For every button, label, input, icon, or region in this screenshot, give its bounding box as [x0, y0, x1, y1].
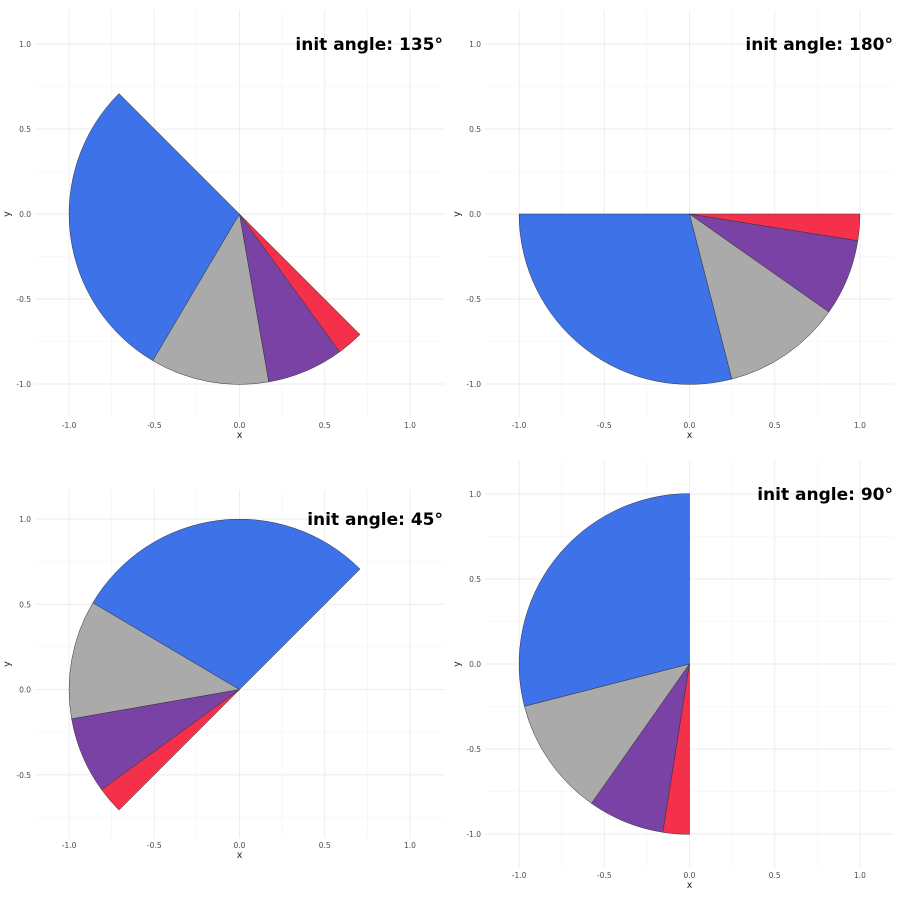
y-tick-label: -0.5 [466, 295, 481, 304]
panel-title: init angle: 45° [307, 510, 443, 530]
panel-init-180: -1.0 -0.5 0.0 0.5 1.0 -1.0 -0.5 0.0 0.5 1.0 init … [452, 10, 894, 441]
pie-slice-2 [524, 663, 690, 804]
pie-slice-1 [518, 493, 690, 707]
y-tick-label: 0.5 [469, 575, 481, 584]
x-tick-label: -0.5 [147, 841, 162, 850]
y-tick-label: -1.0 [16, 380, 31, 389]
pie-slice-4 [101, 689, 240, 811]
y-tick-label: 0.5 [19, 125, 31, 134]
y-tick-label: 0.0 [469, 210, 481, 219]
panel-title: init angle: 135° [295, 35, 443, 55]
pie-slice-1 [518, 213, 733, 385]
y-tick-label: -0.5 [16, 295, 31, 304]
pie-slice-2 [68, 602, 240, 720]
x-tick-label: -0.5 [597, 871, 612, 880]
y-axis-label: y [2, 661, 13, 667]
x-tick-label: 1.0 [854, 421, 866, 430]
panel-title: init angle: 180° [745, 35, 893, 55]
x-tick-label: 0.5 [319, 841, 331, 850]
y-tick-label: 0.5 [19, 600, 31, 609]
x-tick-label: -1.0 [512, 871, 527, 880]
x-tick-label: -0.5 [597, 421, 612, 430]
x-tick-label: -1.0 [512, 421, 527, 430]
x-tick-label: -0.5 [147, 421, 162, 430]
panel-init-90: -1.0 -0.5 0.0 0.5 1.0 -1.0 -0.5 0.0 0.5 1.0 init … [452, 460, 894, 891]
x-tick-label: 1.0 [854, 871, 866, 880]
y-tick-label: 0.0 [19, 210, 31, 219]
pie-slice-4 [662, 663, 690, 835]
pie-slice-2 [689, 213, 830, 380]
x-tick-label: 1.0 [404, 421, 416, 430]
x-axis-label: x [237, 850, 243, 861]
y-tick-label: 0.5 [469, 125, 481, 134]
panel-init-45: -1.0 -0.5 0.0 0.5 1.0 -0.5 0.0 0.5 1.0 init angl… [2, 490, 444, 861]
x-tick-label: 0.5 [769, 421, 781, 430]
x-tick-label: 1.0 [404, 841, 416, 850]
y-tick-label: 1.0 [19, 40, 31, 49]
y-tick-label: 0.0 [19, 686, 31, 695]
y-tick-label: 1.0 [19, 515, 31, 524]
pie-slice-1 [92, 519, 361, 690]
panel-init-135: -1.0 -0.5 0.0 0.5 1.0 -1.0 -0.5 0.0 0.5 1.0 init … [2, 10, 444, 441]
y-axis-label: y [2, 211, 13, 217]
pie-slice-4 [239, 213, 361, 353]
panel-title: init angle: 90° [757, 485, 893, 505]
x-axis-label: x [237, 430, 243, 441]
y-tick-label: 0.0 [469, 660, 481, 669]
x-tick-label: -1.0 [62, 841, 77, 850]
y-tick-label: -0.5 [16, 771, 31, 780]
pie-slice-1 [68, 93, 240, 361]
x-tick-label: 0.5 [319, 421, 331, 430]
y-tick-label: -0.5 [466, 745, 481, 754]
x-axis-label: x [687, 880, 693, 891]
x-tick-label: -1.0 [62, 421, 77, 430]
x-tick-label: 0.0 [684, 421, 696, 430]
x-tick-label: 0.0 [684, 871, 696, 880]
x-tick-label: 0.5 [769, 871, 781, 880]
y-tick-label: 1.0 [469, 40, 481, 49]
y-tick-label: 1.0 [469, 490, 481, 499]
y-tick-label: -1.0 [466, 830, 481, 839]
y-tick-label: -1.0 [466, 380, 481, 389]
y-axis-label: y [452, 211, 463, 217]
x-tick-label: 0.0 [234, 841, 246, 850]
pie-slice-2 [152, 213, 270, 385]
y-axis-label: y [452, 661, 463, 667]
x-tick-label: 0.0 [234, 421, 246, 430]
x-axis-label: x [687, 430, 693, 441]
pie-slice-4 [689, 213, 861, 241]
